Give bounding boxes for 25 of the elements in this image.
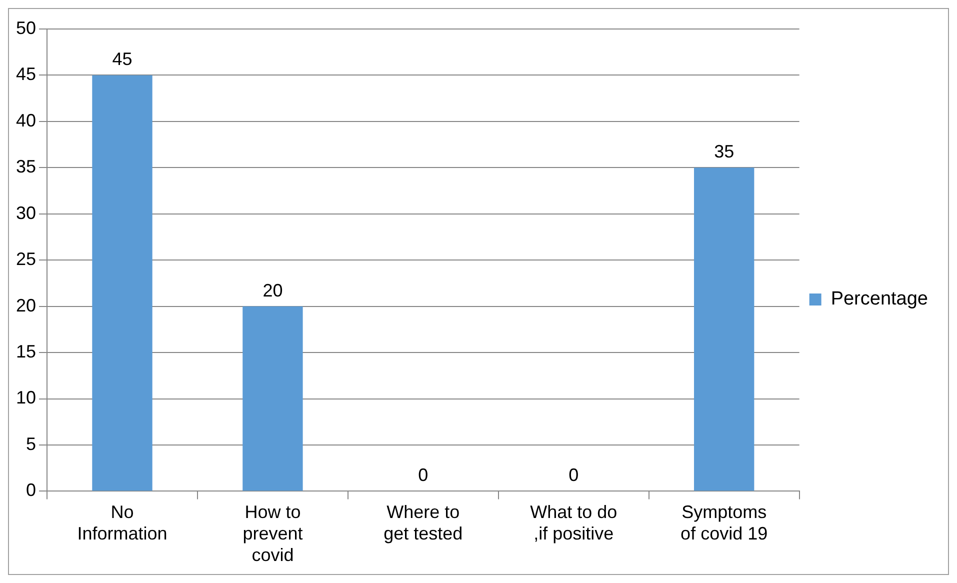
y-tick-label: 50 — [16, 18, 36, 38]
y-tick-label: 10 — [16, 388, 36, 408]
data-label: 35 — [714, 142, 734, 162]
data-label: 20 — [262, 280, 283, 300]
x-tick-label: No Information — [77, 502, 168, 544]
y-tick-label: 5 — [26, 434, 36, 454]
data-label: 0 — [418, 465, 428, 486]
bar — [694, 168, 754, 491]
y-tick-label: 25 — [16, 249, 36, 270]
x-tick-label: Where to get tested — [384, 502, 463, 544]
bar — [92, 75, 152, 491]
data-label: 45 — [112, 49, 132, 70]
legend-label: Percentage — [830, 288, 928, 310]
x-tick-label: How to prevent covid — [242, 502, 303, 566]
y-tick-label: 0 — [26, 480, 36, 500]
y-tick-label: 40 — [16, 110, 36, 130]
x-tick-label: Symptoms of covid 19 — [680, 502, 768, 544]
x-tick-label: What to do ,if positive — [530, 502, 618, 544]
y-tick-label: 30 — [16, 202, 36, 223]
bar — [242, 306, 303, 491]
y-tick-label: 35 — [16, 156, 36, 177]
data-label: 0 — [568, 465, 579, 486]
y-tick-label: 15 — [16, 342, 36, 362]
y-tick-label: 45 — [16, 64, 36, 84]
y-tick-label: 20 — [16, 295, 36, 316]
